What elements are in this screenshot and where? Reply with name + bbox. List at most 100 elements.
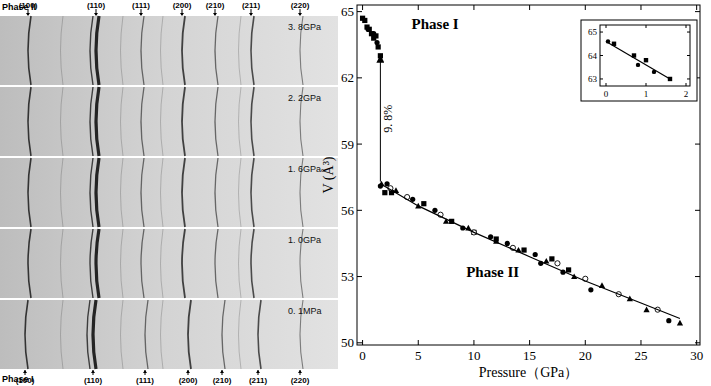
reflection-label: (111) <box>136 376 154 385</box>
faint-ring <box>161 158 164 227</box>
faint-ring <box>239 16 242 85</box>
fit-line <box>380 184 680 319</box>
y-tick <box>600 78 603 79</box>
y-tick-label: 50 <box>341 335 354 350</box>
debye-ring <box>215 87 218 156</box>
faint-ring <box>161 300 164 369</box>
x-tick-label: 0 <box>359 348 366 363</box>
debye-ring <box>215 229 218 298</box>
faint-ring <box>121 158 124 227</box>
reflection-label: (110) <box>87 1 106 10</box>
data-point <box>549 256 554 261</box>
debye-ring <box>28 87 31 156</box>
xrd-strip: 3. 8GPa <box>0 16 338 85</box>
data-point <box>421 201 426 206</box>
reflection-label: (100) <box>16 376 35 385</box>
debye-ring <box>90 16 93 85</box>
y-tick <box>687 32 690 33</box>
reflection-label: (210) <box>206 1 225 10</box>
debye-ring <box>25 300 28 369</box>
x-tick-label: 5 <box>415 348 422 363</box>
faint-ring <box>161 87 164 156</box>
x-axis-label: Pressure（GPa） <box>479 365 579 380</box>
data-point <box>533 252 538 257</box>
x-tick <box>646 25 647 28</box>
reflection-label: (200) <box>173 1 192 10</box>
x-tick <box>585 340 586 345</box>
faint-ring <box>61 87 64 156</box>
y-tick <box>357 11 362 12</box>
x-tick <box>418 5 419 10</box>
y-tick-label: 65 <box>588 27 598 37</box>
y-tick <box>357 210 362 211</box>
faint-ring <box>239 158 242 227</box>
y-tick <box>357 342 362 343</box>
inset-box <box>581 20 697 101</box>
y-tick-label: 56 <box>341 203 355 218</box>
debye-ring <box>215 158 218 227</box>
y-tick-label: 59 <box>341 137 354 152</box>
xrd-background <box>0 87 338 156</box>
plot-area <box>606 39 672 81</box>
debye-ring <box>28 158 31 227</box>
pressure-label: 3. 8GPa <box>288 22 321 32</box>
faint-ring <box>161 229 164 298</box>
faint-ring <box>61 158 64 227</box>
faint-ring <box>121 300 124 369</box>
reflection-label: (200) <box>179 376 198 385</box>
debye-ring <box>258 300 261 369</box>
y-axis-label: V (Å³) <box>321 156 337 193</box>
reflection-arrow-head <box>143 370 147 373</box>
main-chart: 051015202530505356596265Pressure（GPa）V (… <box>321 4 703 380</box>
data-point <box>371 31 376 36</box>
debye-ring <box>141 229 144 298</box>
pressure-label: 0. 1MPa <box>288 306 322 316</box>
faint-ring <box>239 229 242 298</box>
y-tick-label: 63 <box>588 74 598 84</box>
y-tick <box>357 77 362 78</box>
x-tick <box>362 340 363 345</box>
data-point <box>636 63 640 67</box>
debye-ring <box>182 229 185 298</box>
x-tick <box>473 5 474 10</box>
reflection-label: (110) <box>84 376 103 385</box>
data-point <box>432 208 437 213</box>
xrd-background <box>0 158 338 227</box>
debye-ring <box>182 158 185 227</box>
debye-ring <box>251 229 254 298</box>
y-tick <box>687 78 690 79</box>
x-tick <box>686 25 687 28</box>
debye-ring <box>96 158 99 227</box>
debye-ring <box>96 87 99 156</box>
x-tick-label: 25 <box>634 348 647 363</box>
y-tick <box>357 144 362 145</box>
x-tick <box>640 340 641 345</box>
y-tick <box>600 55 603 56</box>
x-tick-label: 15 <box>523 348 536 363</box>
y-tick-label: 53 <box>341 269 354 284</box>
x-tick <box>585 5 586 10</box>
phase-annotation: Phase I <box>412 16 459 32</box>
y-tick-label: 62 <box>341 70 354 85</box>
reflection-arrow-head <box>256 370 260 373</box>
reflection-arrow-head <box>26 13 30 16</box>
debye-ring <box>182 87 185 156</box>
debye-ring <box>145 300 148 369</box>
debye-ring <box>96 16 99 85</box>
debye-ring <box>90 229 93 298</box>
x-tick <box>529 340 530 345</box>
data-point <box>588 287 593 292</box>
faint-ring <box>121 87 124 156</box>
x-tick-label: 0 <box>604 89 609 99</box>
data-point <box>374 40 379 45</box>
faint-ring <box>61 229 64 298</box>
y-tick <box>600 32 603 33</box>
x-tick-label: 20 <box>579 348 592 363</box>
data-point <box>566 267 571 272</box>
data-point <box>366 27 371 32</box>
data-point <box>644 58 648 62</box>
debye-ring <box>28 229 31 298</box>
data-point <box>677 320 683 326</box>
debye-ring <box>141 87 144 156</box>
x-tick <box>529 5 530 10</box>
